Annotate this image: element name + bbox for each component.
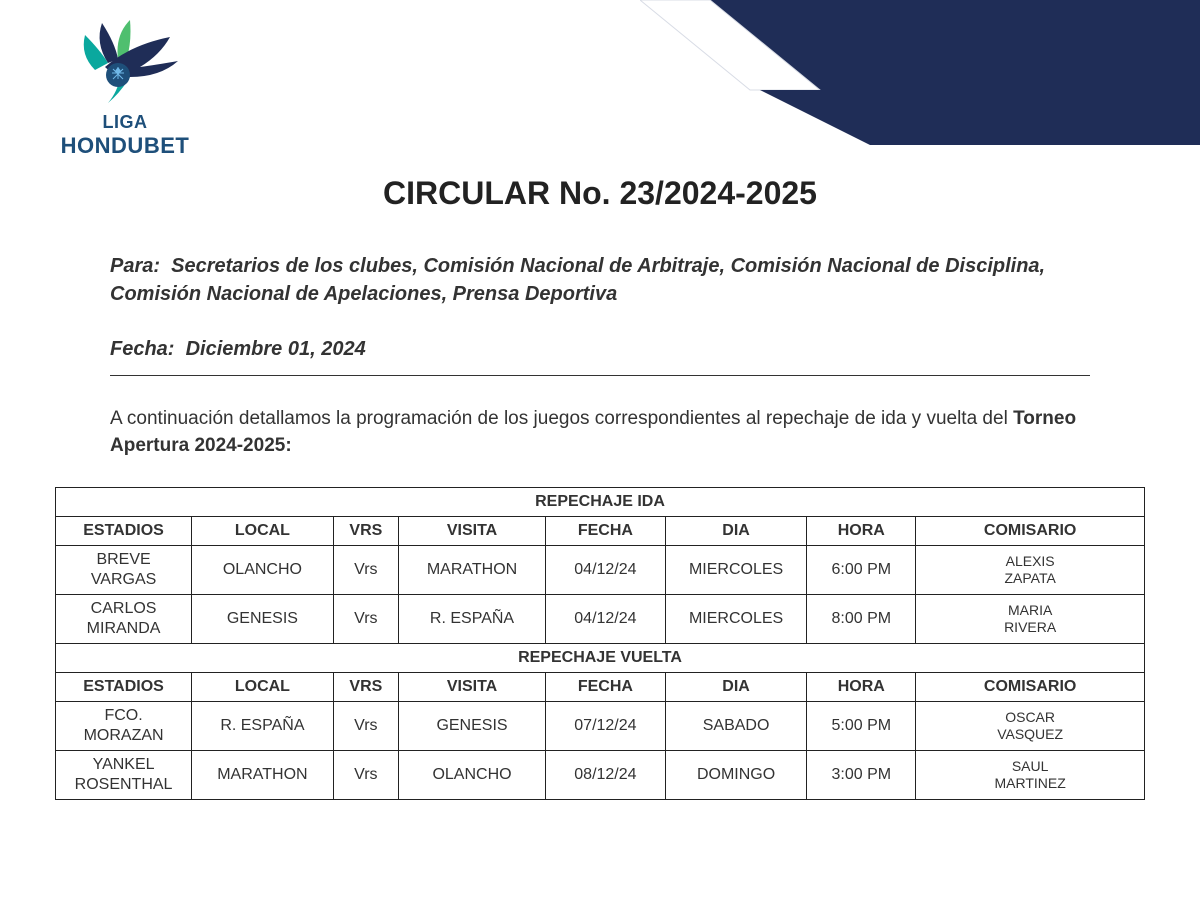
table-row: FCO.MORAZANR. ESPAÑAVrsGENESIS07/12/24SA…	[56, 702, 1145, 751]
col-header: ESTADIOS	[56, 517, 192, 546]
table-cell: BREVEVARGAS	[56, 546, 192, 595]
table-cell: OLANCHO	[399, 751, 546, 800]
table-cell: ALEXISZAPATA	[916, 546, 1145, 595]
table-cell: Vrs	[333, 702, 398, 751]
table-cell: 8:00 PM	[807, 595, 916, 644]
fecha-label: Fecha:	[110, 338, 174, 360]
col-header: FECHA	[546, 673, 666, 702]
table-cell: 6:00 PM	[807, 546, 916, 595]
intro-text: A continuación detallamos la programació…	[110, 406, 1090, 459]
table-cell: FCO.MORAZAN	[56, 702, 192, 751]
col-header: LOCAL	[192, 673, 334, 702]
fecha-value: Diciembre 01, 2024	[186, 338, 366, 360]
col-header: VISITA	[399, 517, 546, 546]
table-cell: MARATHON	[192, 751, 334, 800]
logo: LIGA HONDUBET	[40, 15, 210, 159]
schedule-table: REPECHAJE IDAESTADIOSLOCALVRSVISITAFECHA…	[55, 487, 1145, 800]
table-cell: R. ESPAÑA	[399, 595, 546, 644]
section-header: REPECHAJE VUELTA	[56, 644, 1145, 673]
col-header: HORA	[807, 517, 916, 546]
table-cell: GENESIS	[192, 595, 334, 644]
document-body: CIRCULAR No. 23/2024-2025 Para: Secretar…	[0, 175, 1200, 800]
para-block: Para: Secretarios de los clubes, Comisió…	[110, 252, 1090, 308]
logo-brand-text: HONDUBET	[40, 133, 210, 159]
table-cell: 07/12/24	[546, 702, 666, 751]
table-cell: Vrs	[333, 751, 398, 800]
table-cell: Vrs	[333, 595, 398, 644]
table-row: CARLOSMIRANDAGENESISVrsR. ESPAÑA04/12/24…	[56, 595, 1145, 644]
table-cell: YANKELROSENTHAL	[56, 751, 192, 800]
divider	[110, 375, 1090, 376]
table-cell: MARIARIVERA	[916, 595, 1145, 644]
table-cell: SABADO	[665, 702, 807, 751]
table-cell: SAULMARTINEZ	[916, 751, 1145, 800]
col-header: VISITA	[399, 673, 546, 702]
col-header: COMISARIO	[916, 517, 1145, 546]
table-cell: MIERCOLES	[665, 595, 807, 644]
table-cell: CARLOSMIRANDA	[56, 595, 192, 644]
col-header: DIA	[665, 673, 807, 702]
para-text: Secretarios de los clubes, Comisión Naci…	[110, 255, 1045, 305]
table-cell: GENESIS	[399, 702, 546, 751]
table-cell: 5:00 PM	[807, 702, 916, 751]
table-row: YANKELROSENTHALMARATHONVrsOLANCHO08/12/2…	[56, 751, 1145, 800]
table-cell: MARATHON	[399, 546, 546, 595]
col-header: COMISARIO	[916, 673, 1145, 702]
col-header: VRS	[333, 517, 398, 546]
table-cell: OSCARVASQUEZ	[916, 702, 1145, 751]
table-row: BREVEVARGASOLANCHOVrsMARATHON04/12/24MIE…	[56, 546, 1145, 595]
col-header: VRS	[333, 673, 398, 702]
intro-prefix: A continuación detallamos la programació…	[110, 408, 1013, 429]
section-header: REPECHAJE IDA	[56, 488, 1145, 517]
logo-liga-text: LIGA	[40, 112, 210, 133]
table-cell: 3:00 PM	[807, 751, 916, 800]
table-cell: MIERCOLES	[665, 546, 807, 595]
table-cell: 04/12/24	[546, 546, 666, 595]
col-header: LOCAL	[192, 517, 334, 546]
table-cell: DOMINGO	[665, 751, 807, 800]
col-header: ESTADIOS	[56, 673, 192, 702]
table-cell: 08/12/24	[546, 751, 666, 800]
hummingbird-icon	[60, 15, 190, 110]
corner-banner	[640, 0, 1200, 170]
table-cell: Vrs	[333, 546, 398, 595]
col-header: HORA	[807, 673, 916, 702]
col-header: DIA	[665, 517, 807, 546]
table-cell: OLANCHO	[192, 546, 334, 595]
table-cell: R. ESPAÑA	[192, 702, 334, 751]
circular-title: CIRCULAR No. 23/2024-2025	[55, 175, 1145, 212]
para-label: Para:	[110, 255, 160, 277]
table-cell: 04/12/24	[546, 595, 666, 644]
fecha-block: Fecha: Diciembre 01, 2024	[110, 338, 1090, 361]
col-header: FECHA	[546, 517, 666, 546]
